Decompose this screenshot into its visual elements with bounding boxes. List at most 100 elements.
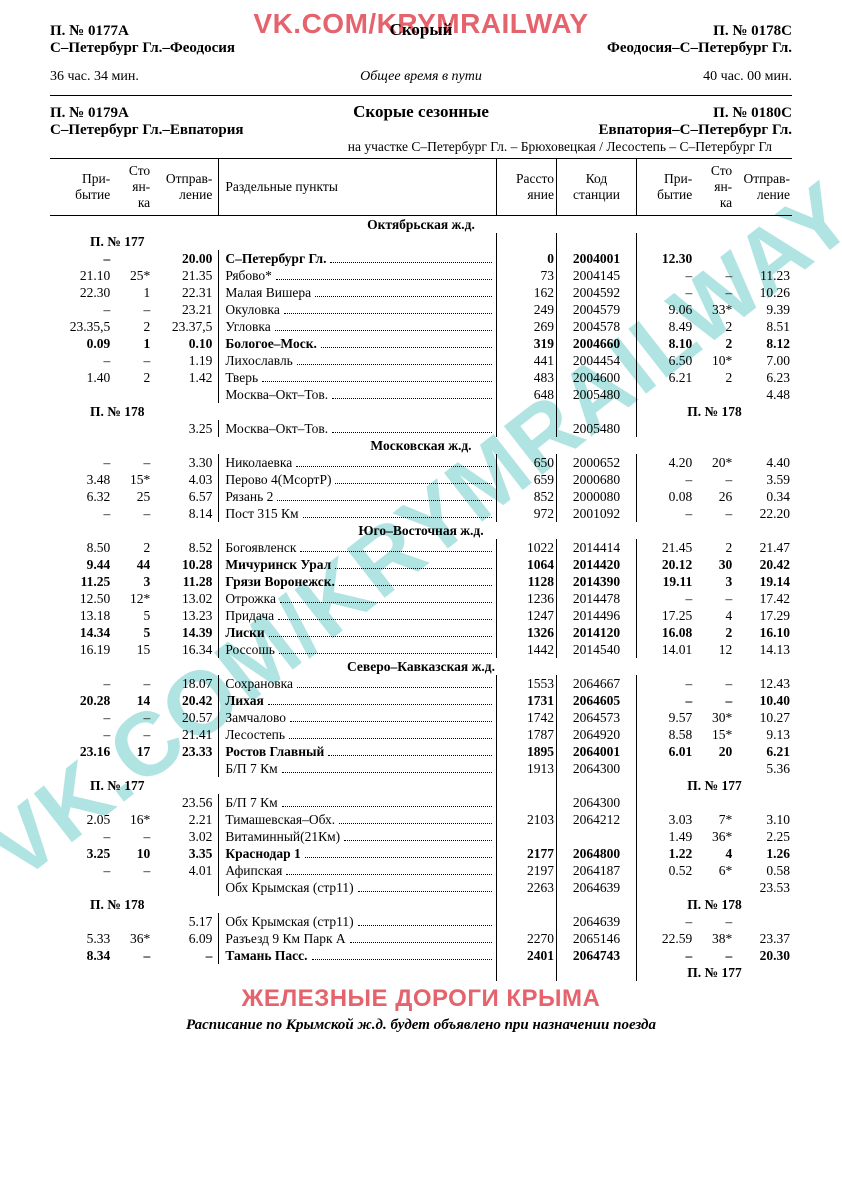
cell: 1064 xyxy=(497,556,557,573)
cell: 1247 xyxy=(497,607,557,624)
cell: 6* xyxy=(694,862,734,879)
cell: 16.19 xyxy=(50,641,112,658)
cell: 2 xyxy=(112,369,152,386)
cell: 249 xyxy=(497,301,557,318)
cell: 8.52 xyxy=(152,539,219,556)
time-label: Общее время в пути xyxy=(360,69,482,85)
train-number-row: П. № 177П. № 177 xyxy=(50,777,792,794)
cell: 30 xyxy=(694,556,734,573)
cell: 25* xyxy=(112,267,152,284)
train-type: Скорый xyxy=(390,20,453,40)
cell xyxy=(694,879,734,896)
station-name: Тамань Пасс. xyxy=(219,947,497,964)
cell: 20.12 xyxy=(636,556,694,573)
train-number-row: П. № 177 xyxy=(50,233,792,250)
station-name: Обх Крымская (стр11) xyxy=(219,913,497,930)
cell: 648 xyxy=(497,386,557,403)
cell: 972 xyxy=(497,505,557,522)
cell: 14 xyxy=(112,692,152,709)
cell: 8.14 xyxy=(152,505,219,522)
station-name: Лихославль xyxy=(219,352,497,369)
cell: 2103 xyxy=(497,811,557,828)
cell: 4 xyxy=(694,607,734,624)
footer-note: Расписание по Крымской ж.д. будет объявл… xyxy=(50,1017,792,1034)
cell xyxy=(50,794,112,811)
cell: 10.40 xyxy=(734,692,792,709)
cell: 3.25 xyxy=(152,420,219,437)
cell: 162 xyxy=(497,284,557,301)
station-name: Бологое–Моск. xyxy=(219,335,497,352)
cell: 3.30 xyxy=(152,454,219,471)
table-row: ––20.57Замчалово174220645739.5730*10.27 xyxy=(50,709,792,726)
cell: 14.13 xyxy=(734,641,792,658)
section-header: Юго–Восточная ж.д. xyxy=(50,522,792,539)
cell: 2 xyxy=(694,335,734,352)
cell: 0.10 xyxy=(152,335,219,352)
cell: 12 xyxy=(694,641,734,658)
cell: 6.23 xyxy=(734,369,792,386)
cell: 852 xyxy=(497,488,557,505)
cell: – xyxy=(694,471,734,488)
cell: 6.57 xyxy=(152,488,219,505)
cell: 20.00 xyxy=(152,250,219,267)
cell: 23.35,5 xyxy=(50,318,112,335)
cell: 1.22 xyxy=(636,845,694,862)
table-row: ––3.02Витаминный(21Км)1.4936*2.25 xyxy=(50,828,792,845)
table-row: 2.0516*2.21Тимашевская–Обх.210320642123.… xyxy=(50,811,792,828)
train-num-right-2: П. № 0180С xyxy=(713,105,792,122)
cell xyxy=(497,420,557,437)
cell: 12* xyxy=(112,590,152,607)
cell: 10.27 xyxy=(734,709,792,726)
station-name: Лиски xyxy=(219,624,497,641)
cell: 2064920 xyxy=(556,726,636,743)
cell xyxy=(112,420,152,437)
cell: 10 xyxy=(112,845,152,862)
cell: 1.49 xyxy=(636,828,694,845)
divider xyxy=(50,95,792,96)
cell xyxy=(50,420,112,437)
station-name: Афипская xyxy=(219,862,497,879)
cell: 13.18 xyxy=(50,607,112,624)
cell: – xyxy=(694,505,734,522)
station-name: Россошь xyxy=(219,641,497,658)
cell: – xyxy=(50,828,112,845)
cell xyxy=(152,760,219,777)
cell: 4.03 xyxy=(152,471,219,488)
cell: 2001092 xyxy=(556,505,636,522)
route-left-2: С–Петербург Гл.–Евпатория xyxy=(50,122,244,139)
cell: 2004578 xyxy=(556,318,636,335)
cell: 2014496 xyxy=(556,607,636,624)
cell: 2004001 xyxy=(556,250,636,267)
cell: 2064573 xyxy=(556,709,636,726)
cell: 12.43 xyxy=(734,675,792,692)
table-row: 21.1025*21.35Рябово*732004145––11.23 xyxy=(50,267,792,284)
cell xyxy=(556,828,636,845)
cell: – xyxy=(112,505,152,522)
cell: 8.12 xyxy=(734,335,792,352)
cell: 21.10 xyxy=(50,267,112,284)
cell: – xyxy=(50,301,112,318)
cell: 2004579 xyxy=(556,301,636,318)
route-right-2: Евпатория–С–Петербург Гл. xyxy=(598,122,792,139)
cell: – xyxy=(694,675,734,692)
cell: 441 xyxy=(497,352,557,369)
cell: 8.34 xyxy=(50,947,112,964)
cell: 11.25 xyxy=(50,573,112,590)
cell: 0.58 xyxy=(734,862,792,879)
cell: 33* xyxy=(694,301,734,318)
cell: – xyxy=(112,828,152,845)
cell: – xyxy=(636,267,694,284)
cell: 3 xyxy=(694,573,734,590)
cell: 1442 xyxy=(497,641,557,658)
cell: 12.30 xyxy=(636,250,694,267)
cell: 5 xyxy=(112,607,152,624)
cell xyxy=(112,386,152,403)
cell xyxy=(734,913,792,930)
cell: 2064639 xyxy=(556,879,636,896)
cell: 2263 xyxy=(497,879,557,896)
station-name: Рябово* xyxy=(219,267,497,284)
station-name: Богоявленск xyxy=(219,539,497,556)
cell: 30* xyxy=(694,709,734,726)
cell: – xyxy=(694,947,734,964)
cell: 23.21 xyxy=(152,301,219,318)
